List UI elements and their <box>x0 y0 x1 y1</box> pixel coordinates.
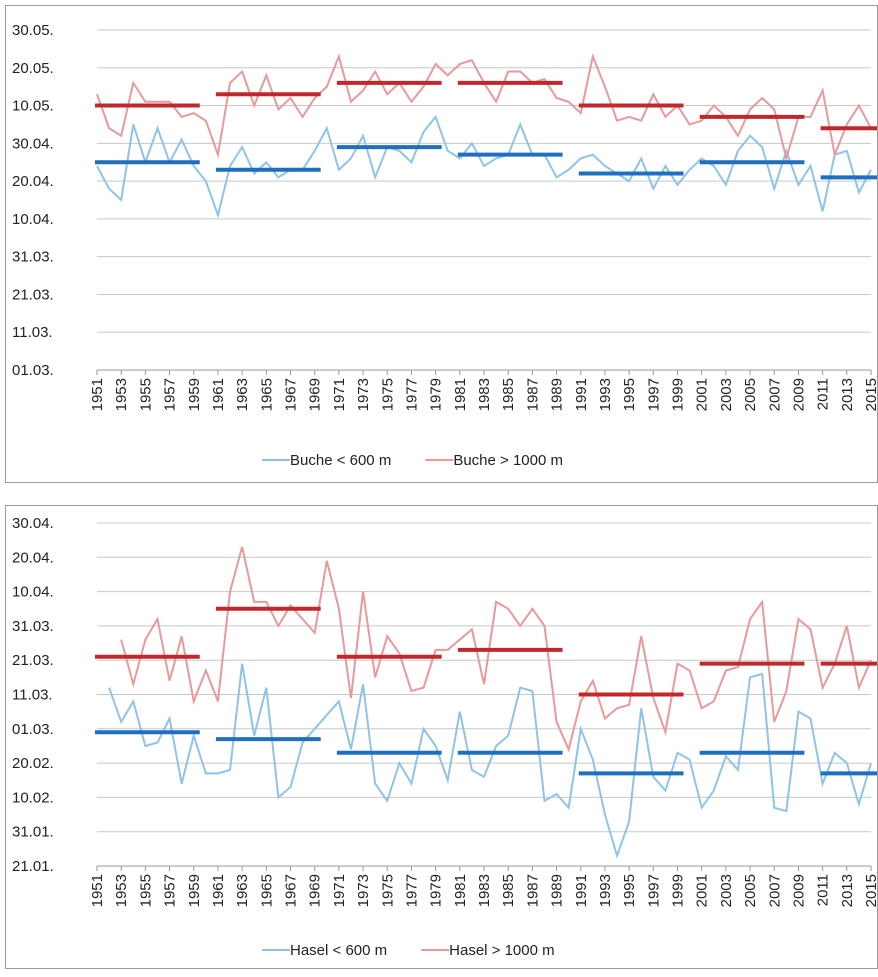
x-tick-label: 1967 <box>283 874 300 907</box>
x-tick-label: 1995 <box>621 378 638 411</box>
x-tick-label: 1951 <box>89 874 106 907</box>
x-tick-label: 1951 <box>89 378 106 411</box>
legend-label: Hasel > 1000 m <box>449 942 554 959</box>
legend-label: Hasel < 600 m <box>290 942 387 959</box>
x-tick-label: 1965 <box>258 874 275 907</box>
x-tick-label: 2011 <box>815 378 832 410</box>
x-tick-label: 1983 <box>476 378 493 411</box>
y-tick-label: 10.04. <box>12 211 54 228</box>
x-tick-label: 1997 <box>645 378 662 411</box>
x-tick-label: 1977 <box>403 378 420 411</box>
x-tick-label: 1995 <box>621 874 638 907</box>
x-tick-label: 1997 <box>645 874 662 907</box>
x-tick-label: 1955 <box>137 874 154 907</box>
x-tick-label: 2013 <box>839 874 856 907</box>
x-tick-label: 1967 <box>283 378 300 411</box>
x-tick-label: 1981 <box>452 874 469 907</box>
y-tick-label: 31.03. <box>12 249 54 266</box>
x-tick-label: 1983 <box>476 874 493 907</box>
x-tick-label: 1971 <box>331 378 348 411</box>
x-tick-label: 1959 <box>186 874 203 907</box>
x-tick-label: 1991 <box>573 378 590 411</box>
x-tick-label: 1957 <box>162 378 179 411</box>
y-tick-label: 20.05. <box>12 60 54 77</box>
y-tick-label: 20.02. <box>12 755 54 772</box>
x-tick-label: 2015 <box>863 874 878 907</box>
y-tick-label: 20.04. <box>12 549 54 566</box>
x-tick-label: 1985 <box>500 378 517 411</box>
x-tick-label: 2001 <box>694 874 711 907</box>
y-tick-label: 30.04. <box>12 135 54 152</box>
y-tick-label: 31.01. <box>12 824 54 841</box>
y-tick-label: 11.03. <box>12 324 53 341</box>
x-tick-label: 1963 <box>234 874 251 907</box>
x-tick-label: 1989 <box>549 874 566 907</box>
legend-label: Buche < 600 m <box>290 452 391 469</box>
x-tick-label: 1961 <box>210 874 227 907</box>
x-tick-label: 2003 <box>718 874 735 907</box>
series-line <box>120 546 872 753</box>
y-tick-label: 01.03. <box>12 721 54 738</box>
x-tick-label: 1999 <box>670 874 687 907</box>
x-tick-label: 1973 <box>355 874 372 907</box>
x-tick-label: 1987 <box>524 874 541 907</box>
x-tick-label: 1993 <box>597 874 614 907</box>
x-tick-label: 1965 <box>258 378 275 411</box>
x-tick-label: 1977 <box>403 874 420 907</box>
y-tick-label: 30.05. <box>12 22 54 39</box>
y-tick-label: 21.03. <box>12 652 54 669</box>
series-line <box>108 663 872 859</box>
x-tick-label: 2011 <box>815 874 832 906</box>
x-tick-label: 2007 <box>766 378 783 411</box>
x-tick-label: 1993 <box>597 378 614 411</box>
y-tick-label: 31.03. <box>12 618 54 635</box>
series-line <box>96 114 872 219</box>
x-tick-label: 1957 <box>162 874 179 907</box>
x-tick-label: 1999 <box>670 378 687 411</box>
x-tick-label: 2007 <box>766 874 783 907</box>
x-tick-label: 2013 <box>839 378 856 411</box>
x-tick-label: 1969 <box>307 378 324 411</box>
x-tick-label: 1953 <box>113 874 130 907</box>
y-tick-label: 21.03. <box>12 286 54 303</box>
y-tick-label: 10.05. <box>12 98 54 115</box>
x-tick-label: 1969 <box>307 874 324 907</box>
x-tick-label: 1981 <box>452 378 469 411</box>
x-tick-label: 2009 <box>790 874 807 907</box>
x-tick-label: 1963 <box>234 378 251 411</box>
x-tick-label: 2003 <box>718 378 735 411</box>
x-tick-label: 1989 <box>549 378 566 411</box>
x-tick-label: 1979 <box>428 378 445 411</box>
y-tick-label: 11.03. <box>12 687 53 704</box>
y-tick-label: 10.04. <box>12 584 54 601</box>
x-tick-label: 2005 <box>742 378 759 411</box>
legend-label: Buche > 1000 m <box>453 452 563 469</box>
x-tick-label: 1975 <box>379 378 396 411</box>
x-tick-label: 2005 <box>742 874 759 907</box>
x-tick-label: 2001 <box>694 378 711 411</box>
x-tick-label: 1991 <box>573 874 590 907</box>
x-tick-label: 1953 <box>113 378 130 411</box>
x-tick-label: 1959 <box>186 378 203 411</box>
y-tick-label: 01.03. <box>12 362 54 379</box>
x-tick-label: 1955 <box>137 378 154 411</box>
x-tick-label: 2015 <box>863 378 878 411</box>
y-tick-label: 21.01. <box>12 858 54 875</box>
x-tick-label: 1973 <box>355 378 372 411</box>
x-tick-label: 1975 <box>379 874 396 907</box>
x-tick-label: 1985 <box>500 874 517 907</box>
y-tick-label: 10.02. <box>12 789 54 806</box>
x-tick-label: 2009 <box>790 378 807 411</box>
y-tick-label: 30.04. <box>12 515 54 532</box>
x-tick-label: 1979 <box>428 874 445 907</box>
x-tick-label: 1961 <box>210 378 227 411</box>
y-tick-label: 20.04. <box>12 173 54 190</box>
x-tick-label: 1971 <box>331 874 348 907</box>
x-tick-label: 1987 <box>524 378 541 411</box>
